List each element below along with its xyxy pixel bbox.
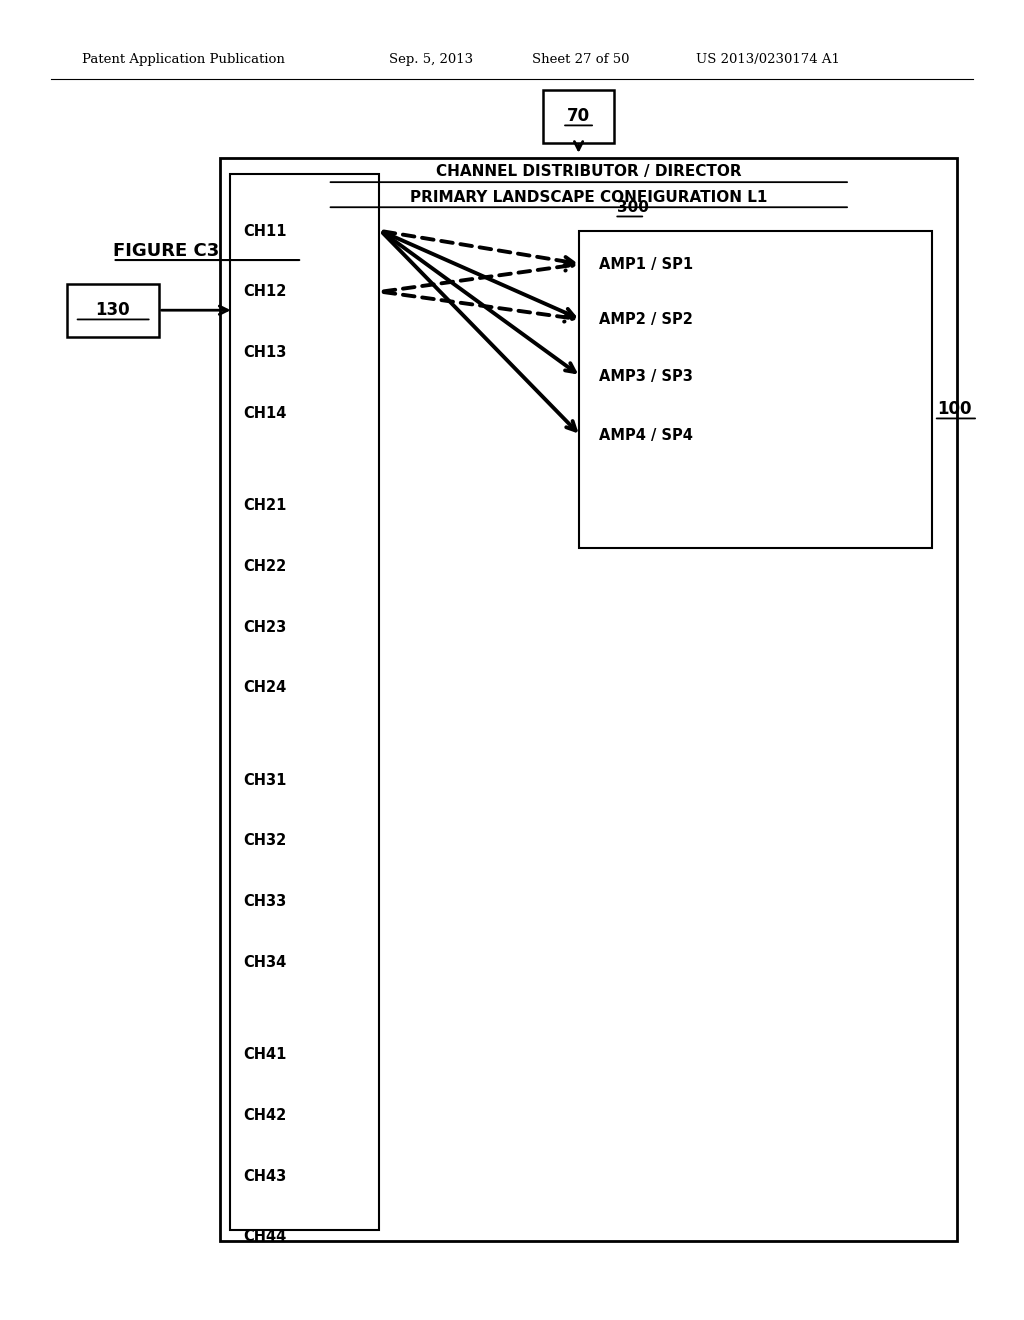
Text: 70: 70	[567, 107, 590, 125]
Text: CH43: CH43	[244, 1168, 287, 1184]
Text: CH11: CH11	[244, 223, 287, 239]
Text: AMP4 / SP4: AMP4 / SP4	[599, 428, 693, 444]
Text: 130: 130	[95, 301, 130, 319]
FancyBboxPatch shape	[67, 284, 159, 337]
FancyBboxPatch shape	[579, 231, 932, 548]
FancyBboxPatch shape	[543, 90, 614, 143]
Text: Patent Application Publication: Patent Application Publication	[82, 53, 285, 66]
Text: CH21: CH21	[244, 498, 287, 513]
Text: AMP2 / SP2: AMP2 / SP2	[599, 312, 693, 327]
Text: Sep. 5, 2013: Sep. 5, 2013	[389, 53, 473, 66]
Text: CHANNEL DISTRIBUTOR / DIRECTOR: CHANNEL DISTRIBUTOR / DIRECTOR	[436, 164, 741, 180]
Text: CH23: CH23	[244, 619, 287, 635]
Text: CH31: CH31	[244, 772, 287, 788]
Text: CH12: CH12	[244, 284, 287, 300]
Text: Sheet 27 of 50: Sheet 27 of 50	[532, 53, 630, 66]
Text: CH33: CH33	[244, 894, 287, 909]
FancyBboxPatch shape	[220, 158, 957, 1241]
Text: FIGURE C3: FIGURE C3	[113, 242, 219, 260]
Text: AMP1 / SP1: AMP1 / SP1	[599, 256, 693, 272]
Text: PRIMARY LANDSCAPE CONFIGURATION L1: PRIMARY LANDSCAPE CONFIGURATION L1	[411, 190, 767, 206]
Text: CH41: CH41	[244, 1047, 287, 1063]
Text: CH14: CH14	[244, 405, 287, 421]
Text: CH13: CH13	[244, 345, 287, 360]
FancyBboxPatch shape	[230, 174, 379, 1230]
Text: US 2013/0230174 A1: US 2013/0230174 A1	[696, 53, 841, 66]
Text: CH32: CH32	[244, 833, 287, 849]
Text: 100: 100	[937, 400, 972, 418]
Text: AMP3 / SP3: AMP3 / SP3	[599, 368, 693, 384]
Text: CH44: CH44	[244, 1229, 287, 1245]
Text: CH24: CH24	[244, 680, 287, 696]
Text: CH22: CH22	[244, 558, 287, 574]
Text: CH42: CH42	[244, 1107, 287, 1123]
Text: 300: 300	[617, 199, 649, 215]
Text: CH34: CH34	[244, 954, 287, 970]
